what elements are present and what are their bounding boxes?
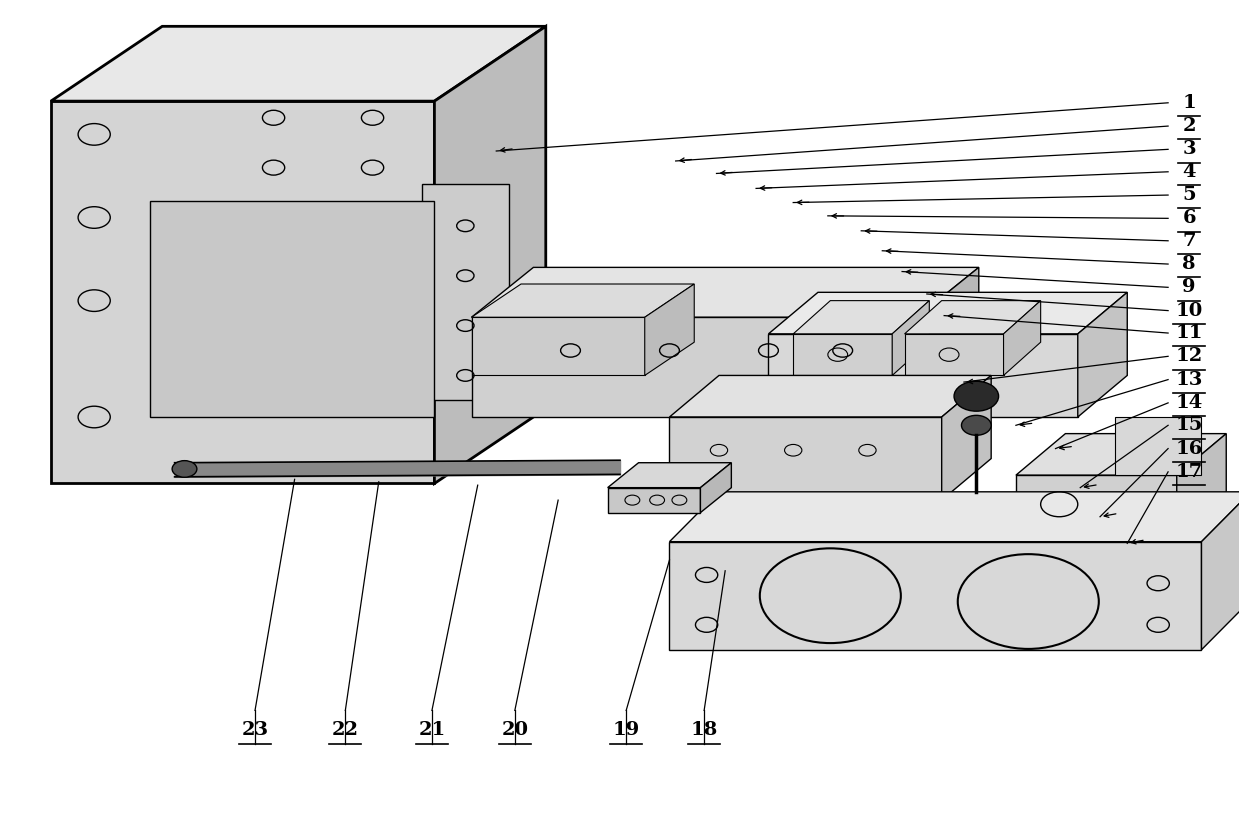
Polygon shape	[670, 492, 1240, 542]
Polygon shape	[150, 201, 434, 417]
Text: 12: 12	[1176, 347, 1203, 365]
Text: 23: 23	[242, 721, 269, 739]
Polygon shape	[608, 488, 701, 513]
Text: 15: 15	[1176, 416, 1203, 435]
Text: 9: 9	[1183, 279, 1195, 296]
Text: 6: 6	[1182, 209, 1195, 228]
Text: 10: 10	[1176, 302, 1203, 319]
Polygon shape	[471, 317, 916, 417]
Text: 21: 21	[418, 721, 445, 739]
Text: 8: 8	[1183, 255, 1195, 273]
Text: 3: 3	[1182, 140, 1195, 158]
Circle shape	[961, 415, 991, 435]
Polygon shape	[670, 542, 1202, 650]
Polygon shape	[1016, 475, 1177, 534]
Polygon shape	[941, 375, 991, 500]
Text: 20: 20	[501, 721, 528, 739]
Circle shape	[172, 460, 197, 477]
Polygon shape	[904, 334, 1003, 375]
Text: 22: 22	[332, 721, 358, 739]
Polygon shape	[434, 27, 546, 484]
Polygon shape	[670, 417, 941, 500]
Text: 2: 2	[1183, 117, 1195, 135]
Polygon shape	[471, 317, 645, 375]
Polygon shape	[645, 284, 694, 375]
Polygon shape	[1177, 434, 1226, 534]
Polygon shape	[51, 101, 434, 484]
Text: 14: 14	[1176, 394, 1203, 412]
Polygon shape	[1016, 434, 1226, 475]
Polygon shape	[893, 300, 929, 375]
Polygon shape	[1202, 492, 1240, 650]
Text: 16: 16	[1176, 440, 1203, 458]
Polygon shape	[701, 463, 732, 513]
Text: 5: 5	[1182, 186, 1195, 204]
Polygon shape	[1003, 300, 1040, 375]
Text: 13: 13	[1176, 370, 1203, 389]
Polygon shape	[769, 292, 1127, 334]
Text: 18: 18	[691, 721, 718, 739]
Text: 4: 4	[1183, 163, 1195, 181]
Polygon shape	[471, 284, 694, 317]
Text: 17: 17	[1176, 463, 1203, 481]
Polygon shape	[769, 334, 1078, 417]
Polygon shape	[1115, 417, 1202, 475]
Polygon shape	[422, 184, 508, 400]
Text: 11: 11	[1176, 324, 1203, 342]
Circle shape	[954, 381, 998, 411]
Circle shape	[179, 291, 308, 377]
Polygon shape	[670, 375, 991, 417]
Polygon shape	[916, 268, 978, 417]
Polygon shape	[904, 300, 1040, 334]
Text: 7: 7	[1183, 232, 1195, 249]
Polygon shape	[471, 268, 978, 317]
Polygon shape	[1078, 292, 1127, 417]
Text: 19: 19	[613, 721, 640, 739]
Polygon shape	[794, 334, 893, 375]
Polygon shape	[794, 300, 929, 334]
Polygon shape	[51, 27, 546, 101]
Polygon shape	[608, 463, 732, 488]
Text: 1: 1	[1182, 93, 1197, 112]
